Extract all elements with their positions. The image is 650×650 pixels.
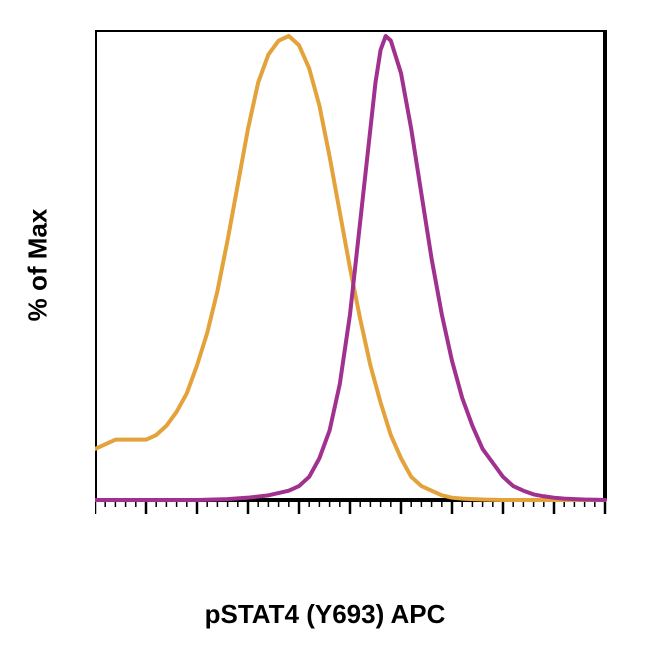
y-axis-label: % of Max: [23, 209, 54, 322]
series-control: [95, 36, 605, 500]
x-axis-label: pSTAT4 (Y693) APC: [0, 599, 650, 630]
flow-cytometry-histogram: [95, 30, 607, 522]
chart-container: % of Max pSTAT4 (Y693) APC: [0, 0, 650, 650]
